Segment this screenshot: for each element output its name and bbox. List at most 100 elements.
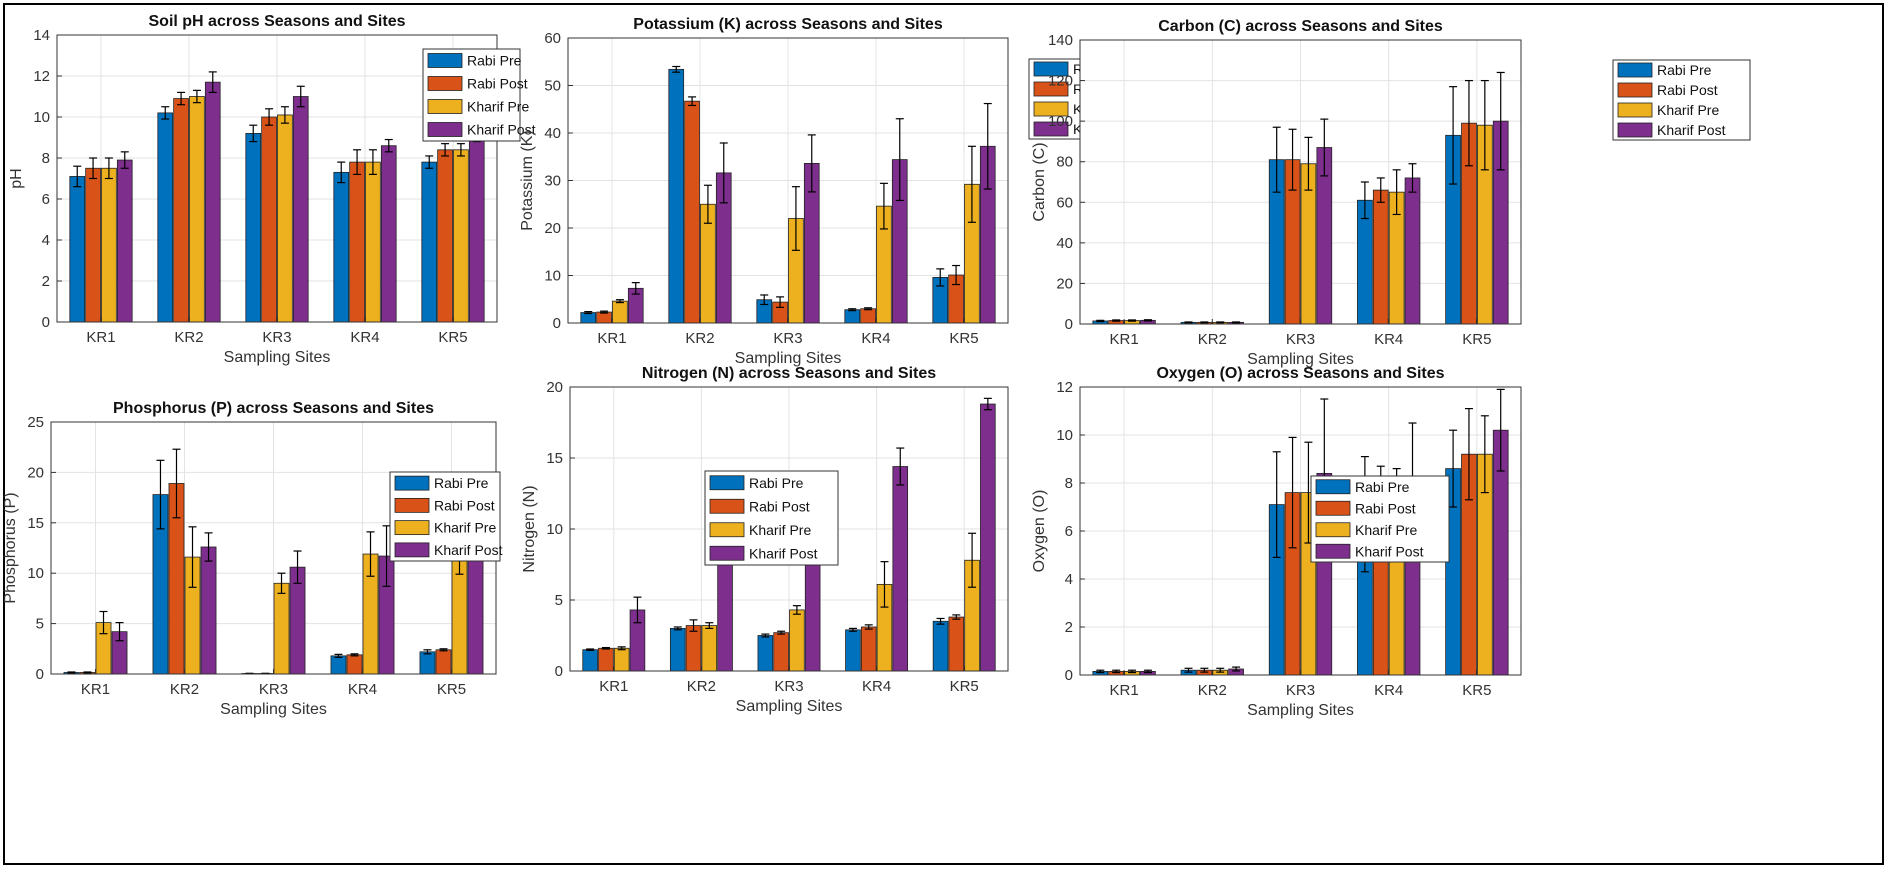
legend-swatch [1315,522,1351,538]
bar-rabi-pre-kr4 [844,309,861,324]
legend: Rabi Pre Rabi Post Kharif Pre Kharif Post [704,470,839,566]
legend-swatch [427,53,463,68]
legend-label: Kharif Post [749,545,818,561]
y-axis-label: Phosphorus (P) [2,492,19,603]
x-tick-label: KR5 [437,681,466,698]
legend-swatch [394,520,430,536]
y-tick-label: 60 [1056,194,1073,211]
bar-kharif-pre-kr5 [453,149,469,323]
bar-rabi-pre-kr2 [157,112,174,323]
x-axis: KR1 KR2 KR3 KR4 KR5 [1110,319,1491,348]
legend-swatch [709,498,745,514]
legend-label: Rabi Post [749,498,810,514]
x-tick-label: KR1 [81,681,110,698]
x-axis-label: Sampling Sites [1247,702,1354,719]
legend-label: Rabi Post [1355,500,1416,516]
bar-kharif-post-kr5 [468,132,485,323]
y-tick-label: 0 [1065,667,1073,684]
y-tick-label: 10 [1056,427,1073,444]
y-axis: 0 5 10 15 20 25 [27,414,56,683]
y-tick-label: 5 [555,592,563,609]
x-tick-label: KR2 [1198,331,1227,348]
bar-rabi-post-kr3 [261,116,277,323]
bar-rabi-post-kr5 [437,149,453,323]
x-tick-label: KR4 [861,330,890,347]
y-tick-label: 10 [546,521,563,538]
bar-rabi-pre-kr2 [668,68,685,324]
bar-rabi-pre-kr4 [333,171,350,323]
legend-swatch [394,542,430,558]
legend-swatch [394,497,430,513]
bars [580,65,996,324]
y-tick-label: 6 [1065,523,1073,540]
chart-title: Potassium (K) across Seasons and Sites [633,16,943,33]
legend-label: Kharif Pre [749,522,811,538]
legend-label: Rabi Pre [1657,62,1712,78]
legend-label: Kharif Post [1355,543,1424,559]
y-tick-label: 4 [42,232,50,249]
x-axis: KR1 KR2 KR3 KR4 KR5 [599,666,979,695]
x-tick-label: KR3 [259,681,288,698]
legend-label: Kharif Pre [1657,102,1719,118]
x-axis-label: Sampling Sites [735,350,842,367]
chart-panel-6: 0 2 4 6 8 10 12 KR1 KR2 KR3 KR4 KR5 Oxygen (O) acros… [1031,365,1522,719]
bar-kharif-post-kr1 [116,159,133,323]
x-tick-label: KR5 [1462,682,1491,699]
y-tick-label: 20 [27,464,44,481]
legend-label: Rabi Pre [434,475,489,491]
bar-rabi-pre-kr3 [757,635,774,672]
legend-swatch [427,122,463,137]
bar-rabi-post-kr4 [1372,189,1389,325]
legend-label: Rabi Post [1657,82,1718,98]
y-tick-label: 12 [1056,379,1073,396]
y-axis-label: Carbon (C) [1031,142,1048,221]
legend-label: Rabi Post [467,76,528,92]
y-axis: 0 2 4 6 8 10 12 14 [33,27,62,331]
y-axis-label: pH [8,168,25,188]
x-tick-label: KR2 [685,330,714,347]
x-tick-label: KR4 [862,678,891,695]
legend-swatch [1033,81,1069,97]
y-axis: 0 20 40 60 80 100 120 140 [1048,32,1085,333]
x-tick-label: KR3 [773,330,802,347]
bar-kharif-pre-kr3 [273,582,290,675]
bar-rabi-pre-kr5 [421,161,438,323]
bar-kharif-pre-kr1 [612,300,628,324]
legend-swatch [1033,61,1069,77]
x-axis-label: Sampling Sites [736,698,843,715]
chart-title: Carbon (C) across Seasons and Sites [1158,18,1443,35]
legend-swatch [1315,543,1351,559]
y-tick-label: 10 [33,109,50,126]
bar-rabi-pre-kr4 [845,629,861,672]
x-tick-label: KR2 [170,681,199,698]
bar-rabi-post-kr4 [346,654,363,675]
legend-swatch [709,475,745,491]
legend-swatch [1617,82,1653,98]
x-tick-label: KR4 [348,681,377,698]
x-tick-label: KR3 [774,678,803,695]
bar-rabi-post-kr5 [435,649,452,675]
x-tick-label: KR1 [597,330,626,347]
y-tick-label: 30 [544,173,561,190]
bar-kharif-post-kr4 [892,466,909,672]
legend: Rabi Pre Rabi Post Kharif Pre Kharif Post [422,48,536,142]
bar-rabi-pre-kr5 [419,651,436,675]
legend-swatch [1033,121,1069,137]
x-tick-label: KR2 [687,678,716,695]
bar-kharif-post-kr2 [200,546,217,675]
bar-kharif-post-kr2 [204,81,221,323]
x-tick-label: KR5 [1462,331,1491,348]
bar-rabi-post-kr1 [598,647,614,672]
x-tick-label: KR3 [262,329,291,346]
x-tick-label: KR1 [1110,331,1139,348]
bar-kharif-pre-kr3 [789,609,805,672]
legend-swatch [427,99,463,114]
x-axis-label: Sampling Sites [1247,351,1354,368]
y-tick-label: 15 [546,450,563,467]
legend-label: Rabi Post [434,497,495,513]
y-tick-label: 10 [27,565,44,582]
bar-rabi-post-kr2 [173,98,189,323]
y-tick-label: 12 [33,68,50,85]
bar-rabi-post-kr5 [948,616,965,672]
y-tick-label: 120 [1048,73,1073,90]
